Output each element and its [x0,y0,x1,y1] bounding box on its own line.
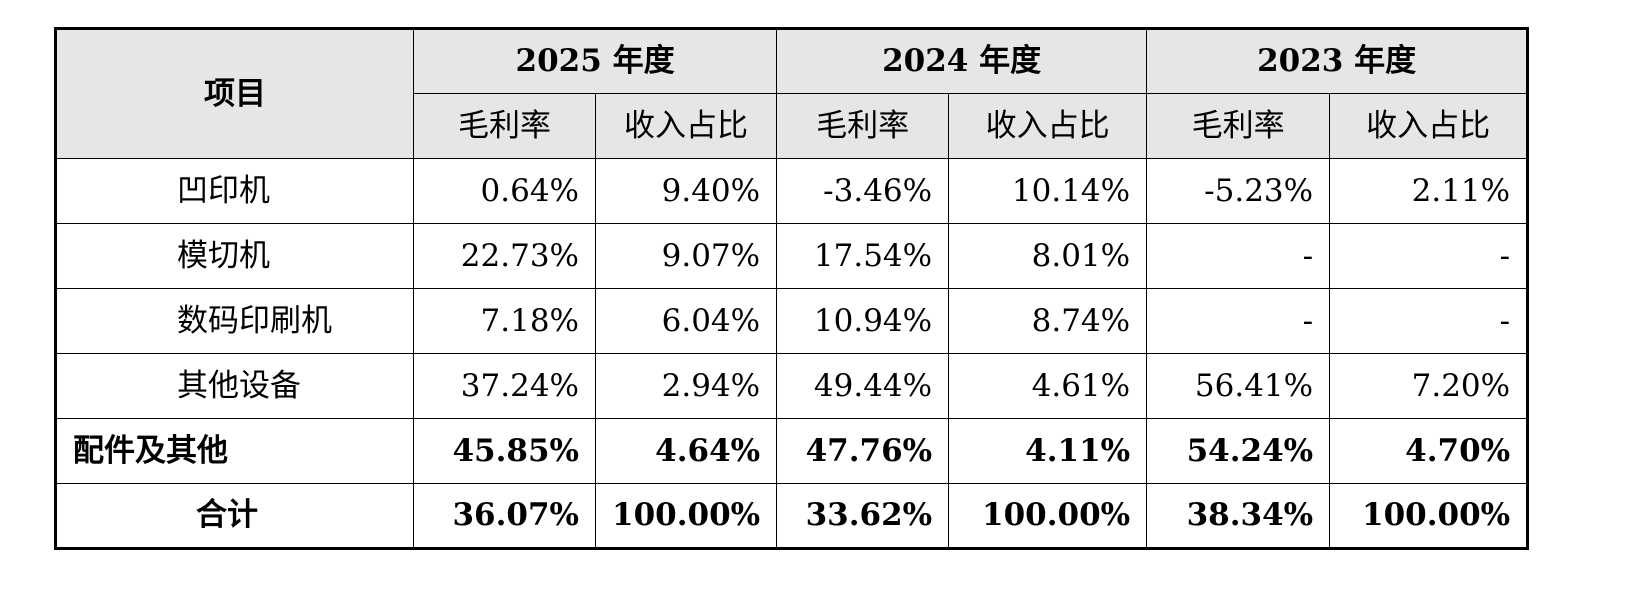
item-column-header: 项目 [55,28,414,159]
row-label: 凹印机 [55,158,414,224]
subheader-gross-margin-2025: 毛利率 [413,93,596,159]
table-cell: - [1146,223,1331,289]
table-cell: 45.85% [413,418,596,484]
table-row: 模切机 22.73% 9.07% 17.54% 8.01% - - [55,223,1529,289]
table-cell: 4.64% [594,418,778,484]
table-cell: 54.24% [1146,418,1331,484]
table-row: 凹印机 0.64% 9.40% -3.46% 10.14% -5.23% 2.1… [55,158,1529,224]
table-cell: -5.23% [1146,158,1331,224]
subheader-revenue-share-2025: 收入占比 [594,93,778,159]
row-label: 模切机 [55,223,414,289]
table-cell: 4.61% [948,353,1148,419]
table-cell: 100.00% [594,483,778,549]
table-cell: 100.00% [1329,483,1529,549]
subheader-gross-margin-2023: 毛利率 [1146,93,1331,159]
row-label: 配件及其他 [55,418,414,484]
table-row: 其他设备 37.24% 2.94% 49.44% 4.61% 56.41% 7.… [55,353,1529,419]
table-cell: 4.11% [948,418,1148,484]
table-cell: 33.62% [776,483,950,549]
table-cell: 100.00% [948,483,1148,549]
table-cell: 7.20% [1329,353,1529,419]
row-label: 数码印刷机 [55,288,414,354]
table-cell: 6.04% [594,288,778,354]
table-cell: 38.34% [1146,483,1331,549]
table-cell: 17.54% [776,223,950,289]
table-cell: 22.73% [413,223,596,289]
row-label: 合计 [55,483,414,549]
header-row-metrics: 毛利率 收入占比 毛利率 收入占比 毛利率 收入占比 [56,93,1529,159]
table-cell: 9.07% [594,223,778,289]
table-cell: 7.18% [413,288,596,354]
year-header-2025: 2025 年度 [412,28,778,94]
table-cell: 9.40% [594,158,778,224]
table-row-parts: 配件及其他 45.85% 4.64% 47.76% 4.11% 54.24% 4… [55,418,1529,484]
header-row-years: 项目 2025 年度 2024 年度 2023 年度 [55,28,1529,159]
subheader-revenue-share-2023: 收入占比 [1329,93,1529,159]
table-cell: 0.64% [413,158,596,224]
table-cell: - [1146,288,1331,354]
table-cell: 10.94% [776,288,950,354]
table-cell: 37.24% [413,353,596,419]
table-cell: 4.70% [1329,418,1529,484]
table-cell: - [1329,288,1529,354]
table-cell: 2.11% [1329,158,1529,224]
table-cell: 8.01% [948,223,1148,289]
table-cell: 8.74% [948,288,1148,354]
table-cell: 56.41% [1146,353,1331,419]
table-cell: - [1329,223,1529,289]
table-cell: 2.94% [594,353,778,419]
table-cell: 36.07% [413,483,596,549]
gross-margin-table: 项目 2025 年度 2024 年度 2023 年度 毛利率 收入占比 毛利率 … [54,27,1530,550]
table-row: 数码印刷机 7.18% 6.04% 10.94% 8.74% - - [55,288,1529,354]
row-label: 其他设备 [55,353,414,419]
table-cell: 47.76% [776,418,950,484]
year-header-2023: 2023 年度 [1146,28,1529,94]
table-row-total: 合计 36.07% 100.00% 33.62% 100.00% 38.34% … [55,483,1529,549]
subheader-gross-margin-2024: 毛利率 [776,93,950,159]
year-header-2024: 2024 年度 [776,28,1148,94]
table-cell: 49.44% [776,353,950,419]
subheader-revenue-share-2024: 收入占比 [948,93,1148,159]
table-cell: 10.14% [948,158,1148,224]
table-cell: -3.46% [776,158,950,224]
